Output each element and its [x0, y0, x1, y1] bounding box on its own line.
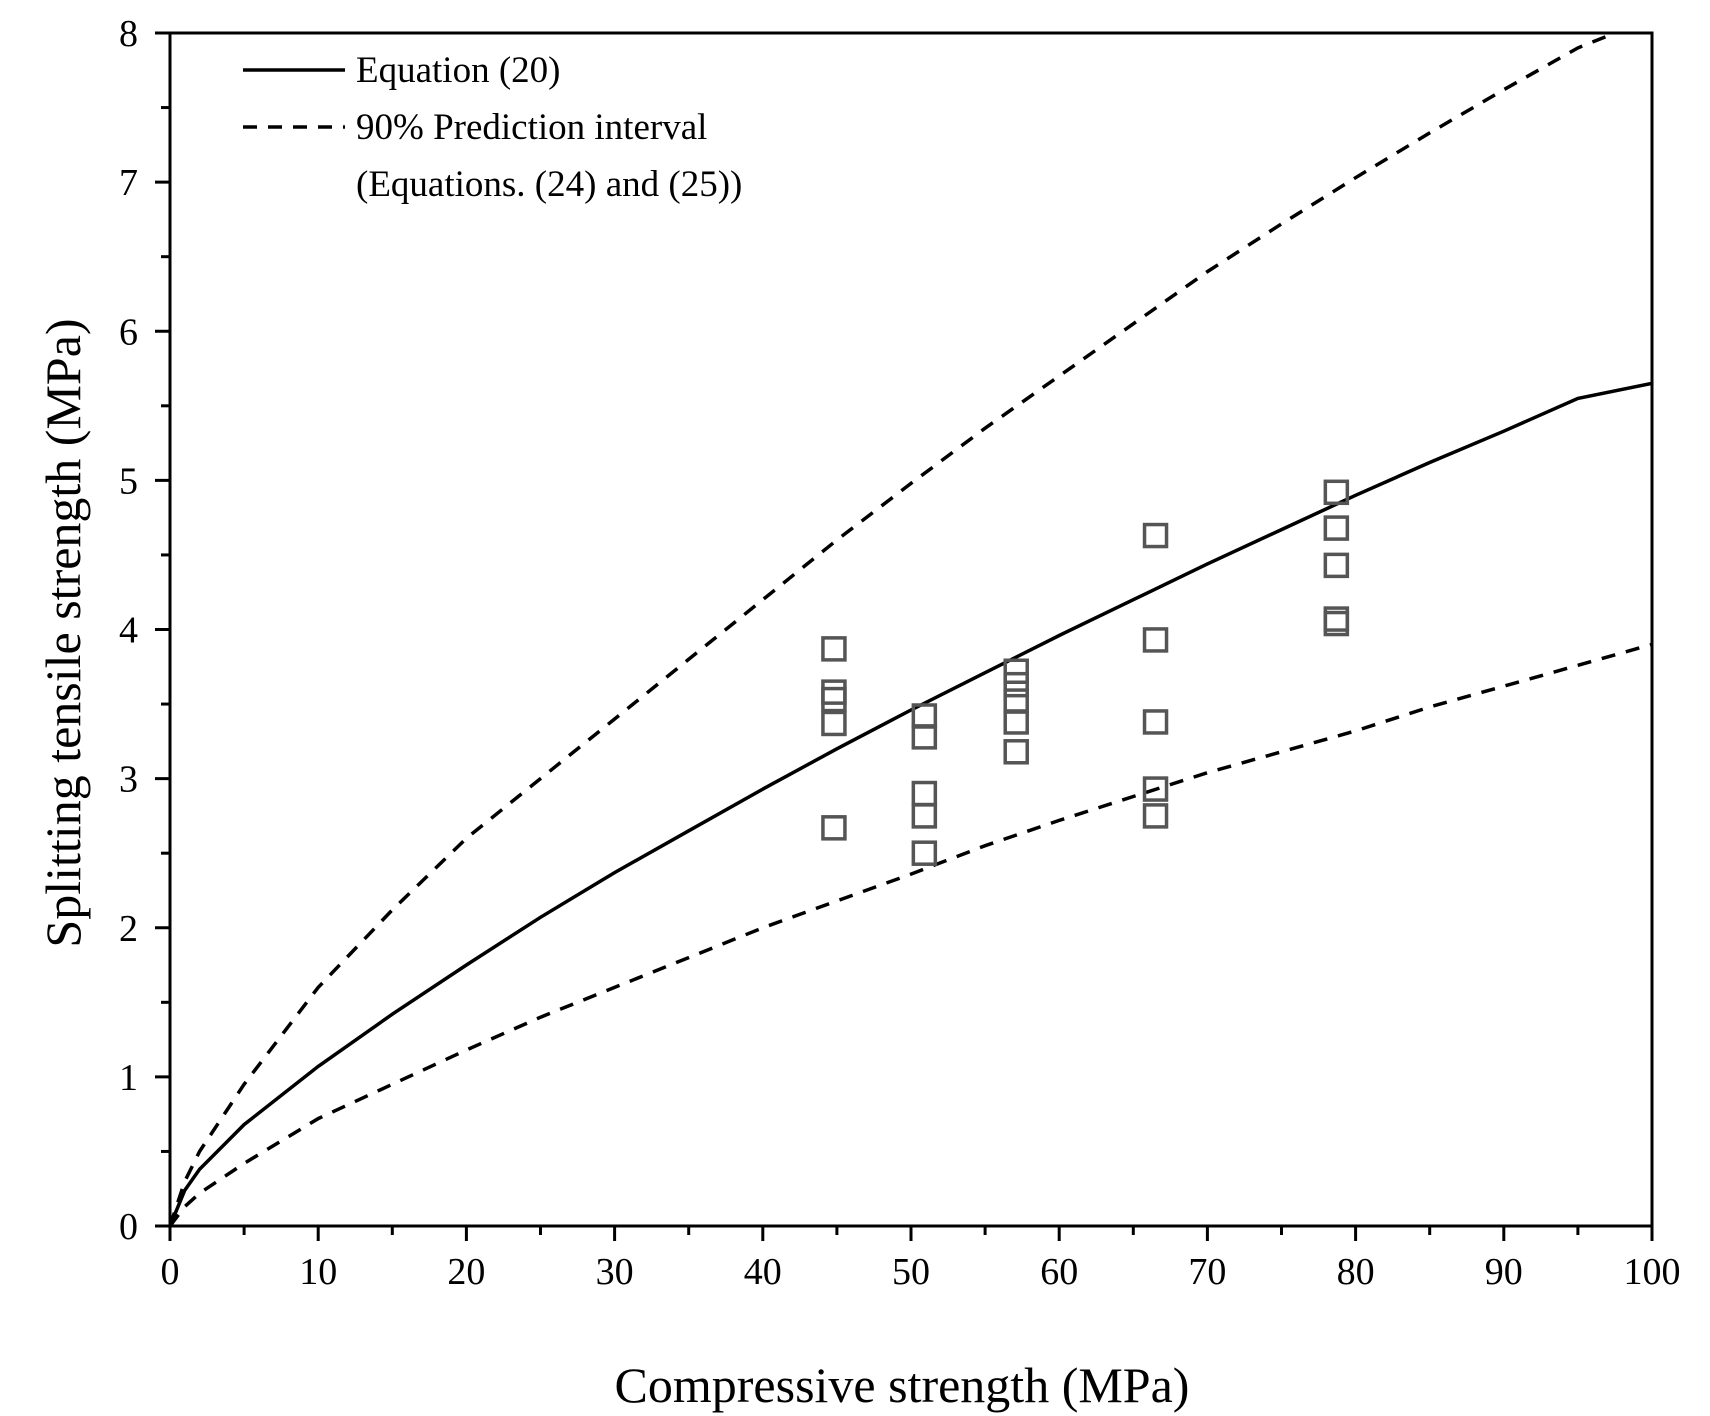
data-point-marker: [911, 780, 938, 807]
data-point-marker: [821, 636, 847, 662]
data-point-marker: [911, 803, 938, 829]
data-point-marker: [821, 679, 847, 705]
legend-label: Equation (20): [356, 50, 560, 91]
y-tick-label: 2: [119, 908, 138, 950]
data-point-marker: [1003, 671, 1029, 698]
y-tick-label: 6: [119, 311, 138, 353]
data-point-marker: [1323, 479, 1350, 506]
y-tick-label: 4: [119, 610, 138, 652]
legend-label-line2: (Equations. (24) and (25)): [356, 164, 742, 205]
data-point-marker: [1003, 739, 1029, 765]
x-tick-label: 40: [744, 1251, 782, 1293]
data-point-marker: [1003, 709, 1029, 735]
data-point-marker: [1142, 522, 1169, 549]
plot-frame: [168, 31, 1654, 1228]
x-tick-label: 20: [447, 1251, 485, 1293]
y-tick-label: 1: [119, 1057, 138, 1099]
data-point-marker: [1142, 709, 1169, 735]
y-tick-label: 8: [119, 13, 138, 55]
legend-label: 90% Prediction interval: [356, 107, 707, 148]
data-point-marker: [1142, 776, 1169, 802]
data-point-marker: [821, 710, 847, 737]
y-tick-label: 0: [119, 1206, 138, 1248]
data-point-marker: [1003, 658, 1029, 685]
prediction-interval-line: [170, 33, 1620, 1226]
data-point-marker: [911, 724, 938, 750]
x-tick-label: 30: [596, 1251, 634, 1293]
x-tick-label: 80: [1337, 1251, 1375, 1293]
data-point-marker: [821, 815, 847, 841]
data-point-marker: [1003, 688, 1029, 714]
y-tick-label: 5: [119, 460, 138, 502]
y-tick-label: 7: [119, 162, 138, 204]
data-point-marker: [911, 840, 938, 866]
data-point-marker: [1323, 610, 1350, 637]
x-axis-title: Compressive strength (MPa): [615, 1357, 1190, 1413]
y-tick-label: 3: [119, 759, 138, 801]
x-tick-label: 50: [892, 1251, 930, 1293]
data-point-marker: [1323, 515, 1350, 541]
x-tick-label: 90: [1485, 1251, 1523, 1293]
x-tick-label: 100: [1624, 1251, 1681, 1293]
equation-line: [170, 381, 1652, 1226]
axes: 0 10 20 30 40 50 60 70 80 90 100 0 1 2 3 4 5 6 7 8: [119, 13, 1681, 1293]
x-tick-label: 60: [1040, 1251, 1078, 1293]
y-axis-title: Splitting tensile strength (MPa): [35, 318, 91, 947]
plot-area: [170, 33, 1652, 1226]
x-tick-label: 0: [161, 1251, 180, 1293]
legend: Equation (20) 90% Prediction interval (Equ…: [243, 50, 742, 205]
data-point-marker: [1323, 552, 1350, 579]
x-tick-label: 70: [1188, 1251, 1226, 1293]
prediction-interval-line: [170, 642, 1652, 1226]
data-point-marker: [1142, 627, 1169, 653]
x-tick-label: 10: [299, 1251, 337, 1293]
data-point-marker: [1142, 803, 1169, 829]
data-point-marker: [821, 686, 847, 713]
